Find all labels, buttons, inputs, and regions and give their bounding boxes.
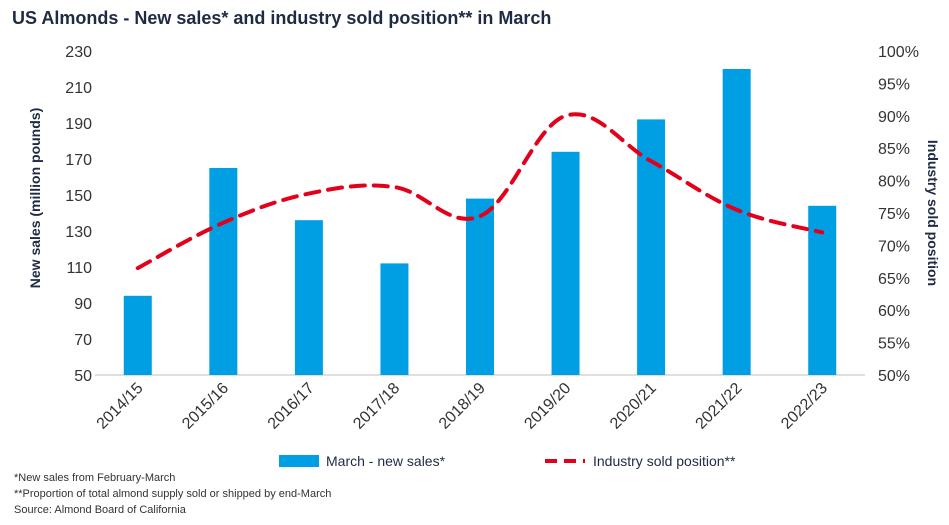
bar xyxy=(123,295,152,375)
right-tick-label: 90% xyxy=(878,109,910,126)
left-tick-label: 110 xyxy=(66,260,92,277)
left-tick-label: 150 xyxy=(65,188,92,205)
right-tick-label: 95% xyxy=(878,76,910,93)
right-tick-label: 80% xyxy=(878,174,910,191)
right-tick-label: 85% xyxy=(878,141,910,158)
bar xyxy=(722,69,751,375)
x-tick-label: 2015/16 xyxy=(179,380,232,433)
x-tick-label: 2017/18 xyxy=(350,380,403,433)
left-tick-label: 70 xyxy=(74,332,92,349)
x-tick-label: 2016/17 xyxy=(265,380,318,433)
left-tick-label: 90 xyxy=(74,296,92,313)
right-tick-label: 60% xyxy=(878,303,910,320)
bar xyxy=(380,263,409,375)
left-axis-ticks: 50 70 90 110 130 150 170 190 210 230 xyxy=(65,44,92,385)
right-axis-title: Industry sold position xyxy=(925,140,941,286)
right-tick-label: 50% xyxy=(878,368,910,385)
legend-label-line: Industry sold position** xyxy=(593,453,736,469)
bar xyxy=(637,119,666,376)
footnote-3: Source: Almond Board of California xyxy=(14,504,186,516)
left-tick-label: 190 xyxy=(65,116,92,133)
left-axis-title: New sales (million pounds) xyxy=(27,108,43,288)
bar xyxy=(294,220,323,375)
footnote-2: **Proportion of total almond supply sold… xyxy=(14,488,332,500)
x-tick-label: 2022/23 xyxy=(778,380,831,433)
right-tick-label: 55% xyxy=(878,336,910,353)
left-tick-label: 210 xyxy=(65,80,92,97)
x-tick-label: 2018/19 xyxy=(436,380,489,433)
bar xyxy=(466,198,494,375)
right-tick-label: 75% xyxy=(878,206,910,223)
bar xyxy=(209,168,238,375)
bar-series xyxy=(123,69,837,376)
bar xyxy=(551,151,580,375)
legend-swatch-bars xyxy=(279,455,319,467)
right-tick-label: 100% xyxy=(878,44,919,61)
chart-title: US Almonds - New sales* and industry sol… xyxy=(12,8,552,28)
x-axis-ticks: 2014/15 2015/16 2016/17 2017/18 2018/19 2019/… xyxy=(94,380,831,433)
left-tick-label: 230 xyxy=(65,44,92,61)
sold-position-line xyxy=(135,112,825,271)
legend-label-bars: March - new sales* xyxy=(326,453,446,469)
footnotes: *New sales from February-March **Proport… xyxy=(14,470,331,518)
x-tick-label: 2020/21 xyxy=(607,380,660,433)
legend: March - new sales* Industry sold positio… xyxy=(279,453,736,469)
right-tick-label: 70% xyxy=(878,238,910,255)
x-tick-label: 2014/15 xyxy=(94,380,147,433)
x-tick-label: 2021/22 xyxy=(693,380,746,433)
left-tick-label: 50 xyxy=(74,368,92,385)
right-tick-label: 65% xyxy=(878,271,910,288)
left-tick-label: 170 xyxy=(65,152,92,169)
left-tick-label: 130 xyxy=(65,224,92,241)
x-tick-label: 2019/20 xyxy=(521,380,574,433)
footnote-1: *New sales from February-March xyxy=(14,472,176,484)
right-axis-ticks: 50% 55% 60% 65% 70% 75% 80% 85% 90% 95% 100% xyxy=(878,44,919,385)
